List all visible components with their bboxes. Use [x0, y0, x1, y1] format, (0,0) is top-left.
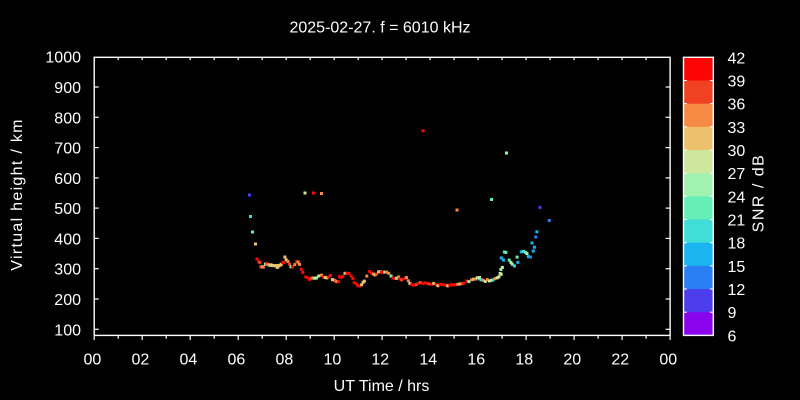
- svg-text:200: 200: [54, 292, 81, 309]
- svg-text:22: 22: [611, 352, 629, 369]
- svg-text:15: 15: [728, 259, 746, 276]
- svg-text:12: 12: [728, 282, 746, 299]
- svg-text:42: 42: [728, 50, 746, 67]
- svg-text:39: 39: [728, 74, 746, 91]
- svg-text:08: 08: [276, 352, 294, 369]
- svg-text:14: 14: [419, 352, 437, 369]
- svg-text:02: 02: [132, 352, 150, 369]
- svg-text:00: 00: [659, 352, 677, 369]
- svg-text:18: 18: [728, 236, 746, 253]
- svg-text:18: 18: [515, 352, 533, 369]
- svg-text:9: 9: [728, 305, 737, 322]
- svg-text:500: 500: [54, 201, 81, 218]
- svg-text:27: 27: [728, 166, 746, 183]
- svg-text:20: 20: [563, 352, 581, 369]
- svg-text:36: 36: [728, 97, 746, 114]
- svg-text:Virtual height / km: Virtual height / km: [9, 118, 26, 270]
- svg-text:6: 6: [728, 328, 737, 345]
- svg-text:33: 33: [728, 120, 746, 137]
- svg-text:06: 06: [228, 352, 246, 369]
- svg-text:04: 04: [180, 352, 198, 369]
- svg-text:100: 100: [54, 322, 81, 339]
- svg-text:UT Time / hrs: UT Time / hrs: [334, 378, 430, 395]
- svg-text:800: 800: [54, 110, 81, 127]
- svg-text:700: 700: [54, 141, 81, 158]
- svg-text:600: 600: [54, 171, 81, 188]
- svg-text:00: 00: [84, 352, 102, 369]
- svg-text:400: 400: [54, 231, 81, 248]
- svg-text:1000: 1000: [45, 50, 81, 67]
- svg-text:30: 30: [728, 143, 746, 160]
- svg-text:12: 12: [371, 352, 389, 369]
- svg-text:10: 10: [324, 352, 342, 369]
- svg-text:2025-02-27. f = 6010 kHz: 2025-02-27. f = 6010 kHz: [289, 20, 470, 37]
- svg-text:21: 21: [728, 213, 746, 230]
- svg-text:900: 900: [54, 80, 81, 97]
- svg-text:16: 16: [467, 352, 485, 369]
- svg-text:SNR / dB: SNR / dB: [751, 154, 768, 233]
- svg-text:300: 300: [54, 262, 81, 279]
- svg-text:24: 24: [728, 189, 746, 206]
